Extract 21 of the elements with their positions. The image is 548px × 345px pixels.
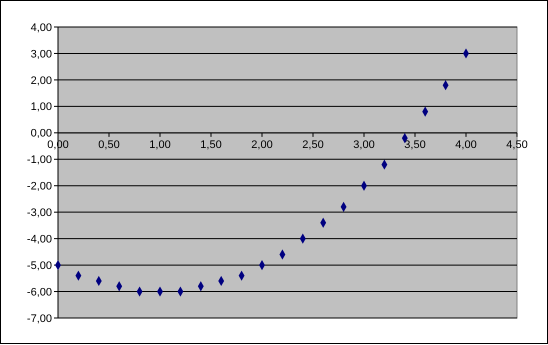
x-tick-label: 1,50	[200, 138, 222, 151]
y-tick-label: -5,00	[26, 260, 52, 272]
y-tick-label: 2,00	[30, 74, 52, 87]
x-tick-label: 3,50	[404, 138, 426, 151]
y-tick-label: 1,00	[30, 101, 52, 114]
y-tick-label: -6,00	[26, 286, 52, 298]
y-tick-label: -7,00	[26, 312, 52, 325]
x-tick-label: 2,00	[251, 138, 273, 151]
y-tick-label: -2,00	[26, 180, 52, 193]
y-tick-label: -4,00	[26, 233, 52, 246]
x-tick-label: 2,50	[302, 138, 324, 151]
x-tick-label: 3,00	[353, 138, 375, 151]
x-tick-label: 0,50	[98, 138, 120, 151]
y-tick-label: 0,00	[30, 128, 52, 140]
y-tick-label: 4,00	[30, 22, 52, 34]
x-tick-label: 4,00	[455, 138, 477, 151]
y-tick-label: -1,00	[26, 154, 52, 166]
x-tick-label: 1,00	[149, 138, 171, 151]
y-tick-label: 3,00	[30, 48, 52, 60]
x-tick-label: 4,50	[506, 138, 528, 151]
y-tick-label: -3,00	[26, 207, 52, 220]
